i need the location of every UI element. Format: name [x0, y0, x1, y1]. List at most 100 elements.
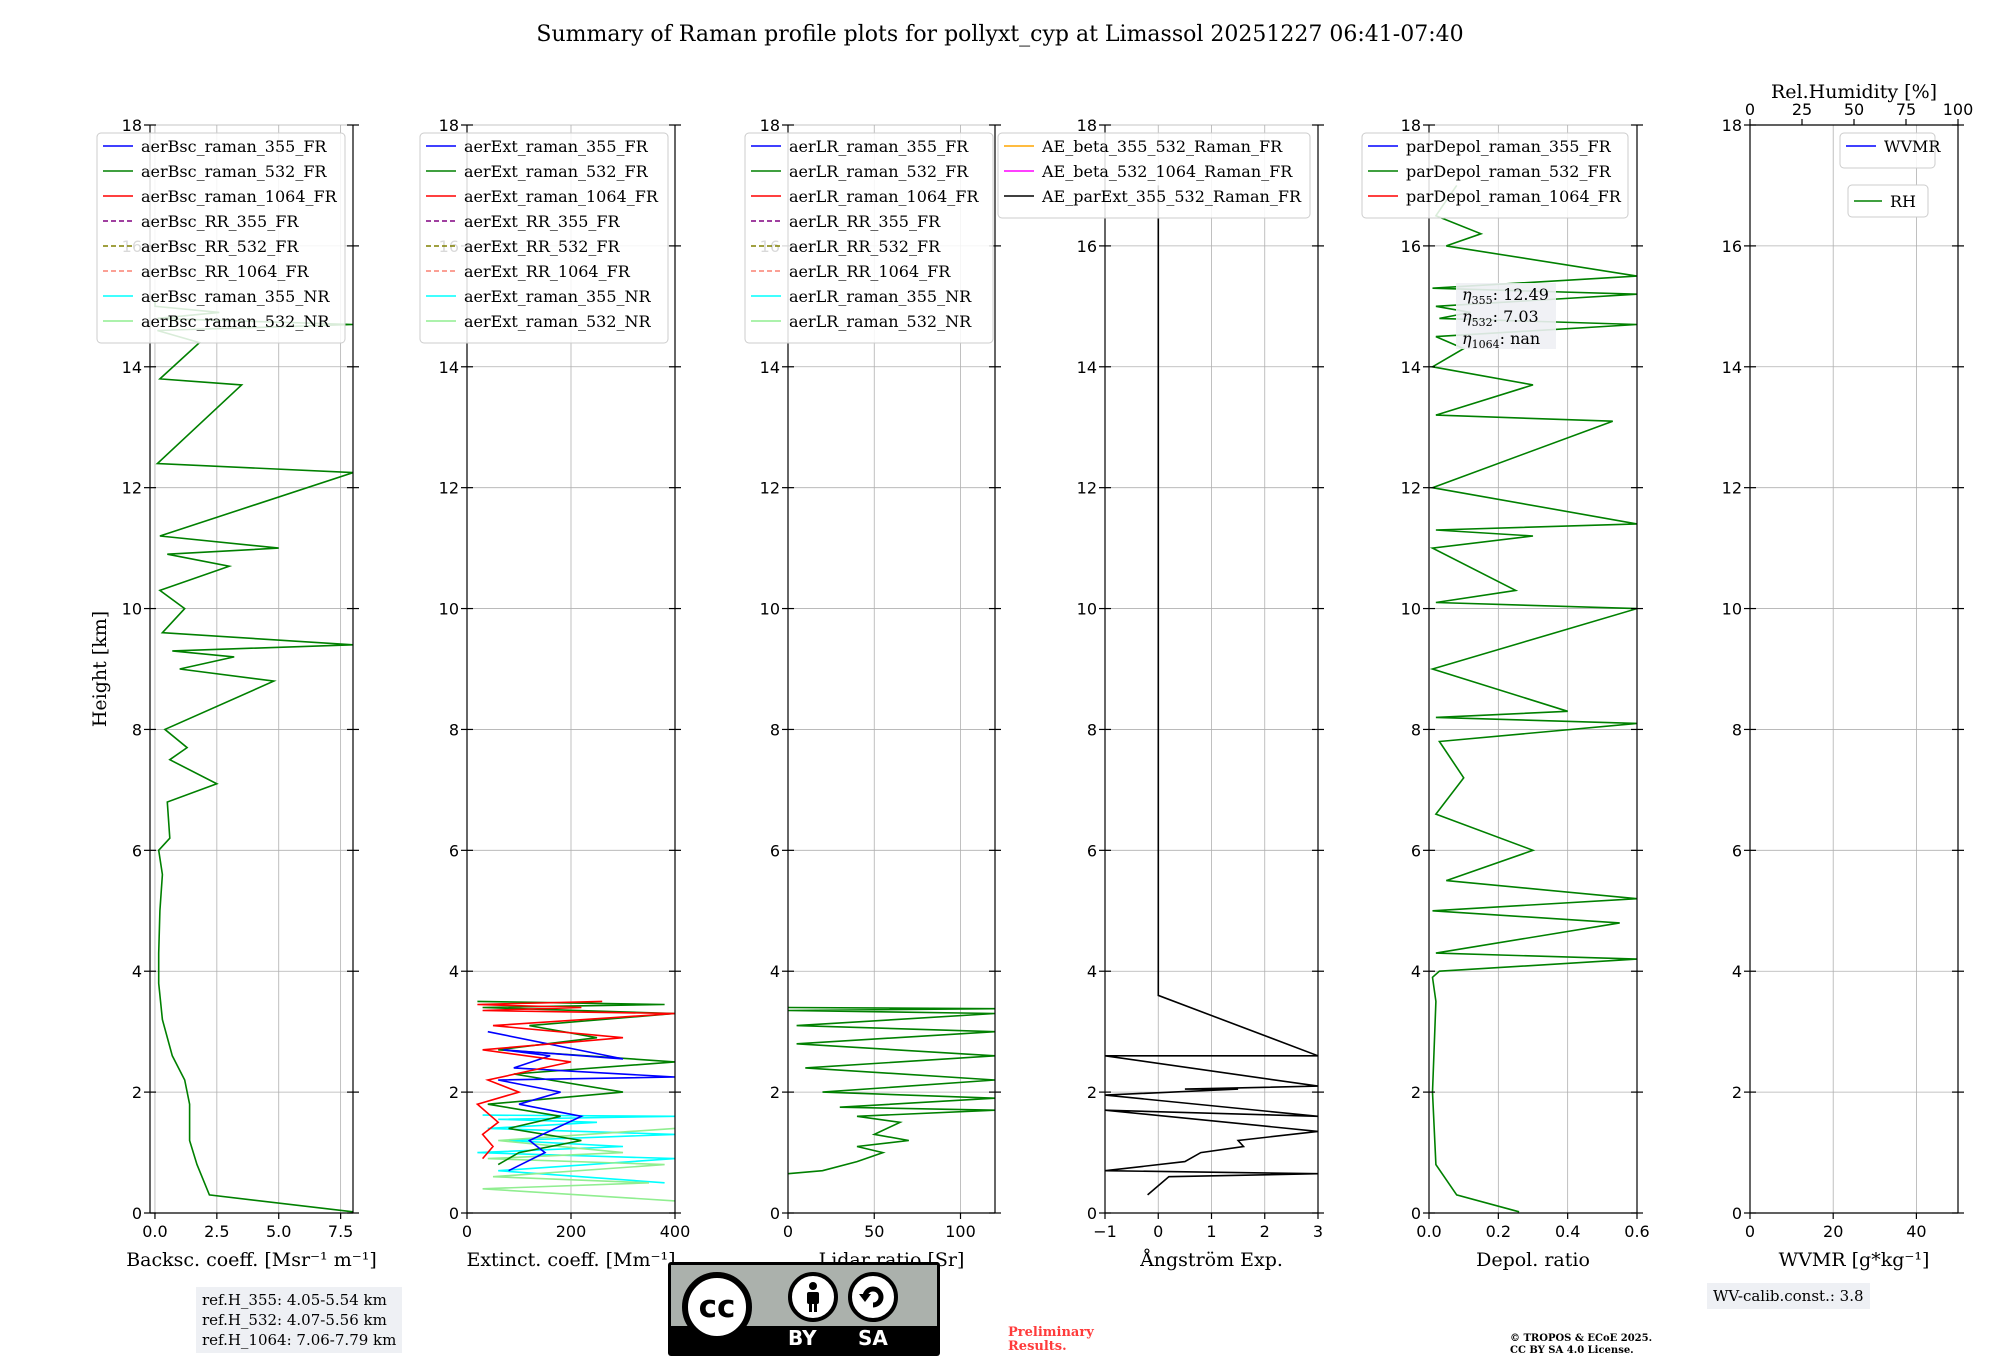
eta-symbol: η	[1462, 307, 1472, 326]
legend-label: aerBsc_RR_532_FR	[141, 237, 299, 256]
legend-label: aerExt_RR_355_FR	[464, 212, 621, 231]
top-axis-label: Rel.Humidity [%]	[1771, 81, 1937, 103]
preliminary-note: Preliminary Results.	[1008, 1326, 1094, 1354]
legend-label: aerLR_raman_355_FR	[789, 137, 969, 156]
ytick-label: 18	[1722, 116, 1742, 135]
legend-label: aerExt_raman_532_NR	[464, 312, 652, 331]
top-xtick-label: 100	[1943, 100, 1974, 119]
eta-subscript: 1064	[1472, 338, 1500, 351]
eta-line: η355: 12.49	[1462, 285, 1549, 307]
legend-label: aerExt_raman_355_NR	[464, 287, 652, 306]
preliminary-line-1: Preliminary	[1008, 1325, 1094, 1340]
ytick-label: 14	[760, 358, 780, 377]
cc-sa-label: SA	[858, 1326, 888, 1350]
legend-label: aerExt_raman_1064_FR	[464, 187, 659, 206]
refh-1064: ref.H_1064: 7.06-7.79 km	[202, 1331, 397, 1349]
ytick-label: 10	[1077, 600, 1097, 619]
wv-calib-text: WV-calib.const.: 3.8	[1713, 1287, 1864, 1305]
ytick-label: 2	[770, 1083, 780, 1102]
xtick-label: 0.0	[1416, 1222, 1441, 1241]
xtick-label: 100	[945, 1222, 976, 1241]
xtick-label: 7.5	[328, 1222, 353, 1241]
ytick-label: 16	[1077, 237, 1097, 256]
ytick-label: 8	[1411, 720, 1421, 739]
legend-frame	[1839, 132, 1936, 169]
x-axis-label: Ångström Exp.	[1139, 1249, 1283, 1271]
ytick-label: 12	[1077, 479, 1097, 498]
legend-label: aerBsc_RR_355_FR	[141, 212, 299, 231]
series-aerExt_raman_1064_FR	[475, 1000, 675, 1160]
y-axis-label: Height [km]	[89, 611, 111, 727]
xtick-label: 40	[1906, 1222, 1926, 1241]
legend-label: aerLR_raman_532_FR	[789, 162, 969, 181]
ytick-label: 8	[1732, 720, 1742, 739]
legend-label: aerBsc_raman_355_FR	[141, 137, 327, 156]
copyright-note: © TROPOS & ECoE 2025. CC BY SA 4.0 Licen…	[1510, 1333, 1652, 1357]
ytick-label: 2	[449, 1083, 459, 1102]
legend-label: aerBsc_raman_1064_FR	[141, 187, 338, 206]
share-alike-icon	[848, 1272, 898, 1322]
series-aerExt_raman_355_FR	[487, 1030, 675, 1172]
legend-label: aerLR_RR_1064_FR	[789, 262, 951, 281]
series-aerExt_raman_355_NR	[477, 1114, 675, 1184]
ytick-label: 14	[1722, 358, 1742, 377]
ytick-label: 18	[760, 116, 780, 135]
copyright-line-1: © TROPOS & ECoE 2025.	[1510, 1333, 1653, 1344]
eta-line: η532: 7.03	[1462, 307, 1539, 329]
legend2-label: RH	[1890, 192, 1916, 211]
ytick-label: 18	[439, 116, 459, 135]
attribution-person-icon	[788, 1272, 838, 1322]
ytick-label: 14	[1401, 358, 1421, 377]
xtick-label: 0	[462, 1222, 472, 1241]
legend-label: aerExt_raman_355_FR	[464, 137, 649, 156]
legend-label: aerExt_RR_532_FR	[464, 237, 621, 256]
x-axis-label: WVMR [g*kg⁻¹]	[1779, 1249, 1930, 1271]
ytick-label: 6	[449, 841, 459, 860]
series-parDepol_raman_532_FR	[1429, 184, 1637, 1213]
ytick-label: 0	[1087, 1204, 1097, 1223]
xtick-label: 0.6	[1624, 1222, 1649, 1241]
ytick-label: 10	[760, 600, 780, 619]
legend-ae: AE_beta_355_532_Raman_FR AE_beta_532_1064…	[997, 132, 1311, 219]
ytick-label: 0	[770, 1204, 780, 1223]
ytick-label: 14	[122, 358, 142, 377]
ytick-label: 4	[1732, 962, 1742, 981]
legend-frame	[96, 132, 346, 344]
legend-frame	[419, 132, 669, 344]
xtick-label: 5.0	[266, 1222, 291, 1241]
eta-line: η1064: nan	[1462, 329, 1540, 351]
legend-label: aerBsc_raman_532_FR	[141, 162, 327, 181]
ytick-label: 12	[439, 479, 459, 498]
xtick-label: 1	[1206, 1222, 1216, 1241]
refh-box: ref.H_355: 4.05-5.54 km ref.H_532: 4.07-…	[196, 1287, 403, 1353]
eta-symbol: η	[1462, 285, 1472, 304]
xtick-label: 0.4	[1555, 1222, 1580, 1241]
ytick-label: 4	[449, 962, 459, 981]
legend-frame	[997, 132, 1311, 219]
ytick-label: 14	[1077, 358, 1097, 377]
top-xtick-label: 75	[1896, 100, 1916, 119]
ytick-label: 0	[1732, 1204, 1742, 1223]
legend-label: aerLR_RR_355_FR	[789, 212, 941, 231]
legend-label: AE_beta_355_532_Raman_FR	[1041, 137, 1283, 156]
legend-label: aerBsc_RR_1064_FR	[141, 262, 310, 281]
legend-frame	[1361, 132, 1629, 219]
series-aerBsc_raman_532_FR	[154, 300, 353, 1213]
ytick-label: 6	[132, 841, 142, 860]
xtick-label: 20	[1823, 1222, 1843, 1241]
legend-wv: WVMR RH	[1839, 132, 1941, 218]
ytick-label: 0	[1411, 1204, 1421, 1223]
legend-label: parDepol_raman_355_FR	[1406, 137, 1612, 156]
legend-label: aerLR_RR_532_FR	[789, 237, 941, 256]
legend-frame	[744, 132, 994, 344]
ytick-label: 4	[132, 962, 142, 981]
x-axis-label: Backsc. coeff. [Msr⁻¹ m⁻¹]	[126, 1249, 377, 1271]
legend-label: WVMR	[1884, 137, 1941, 156]
xtick-label: 2.5	[204, 1222, 229, 1241]
xtick-label: 0	[783, 1222, 793, 1241]
ytick-label: 8	[770, 720, 780, 739]
